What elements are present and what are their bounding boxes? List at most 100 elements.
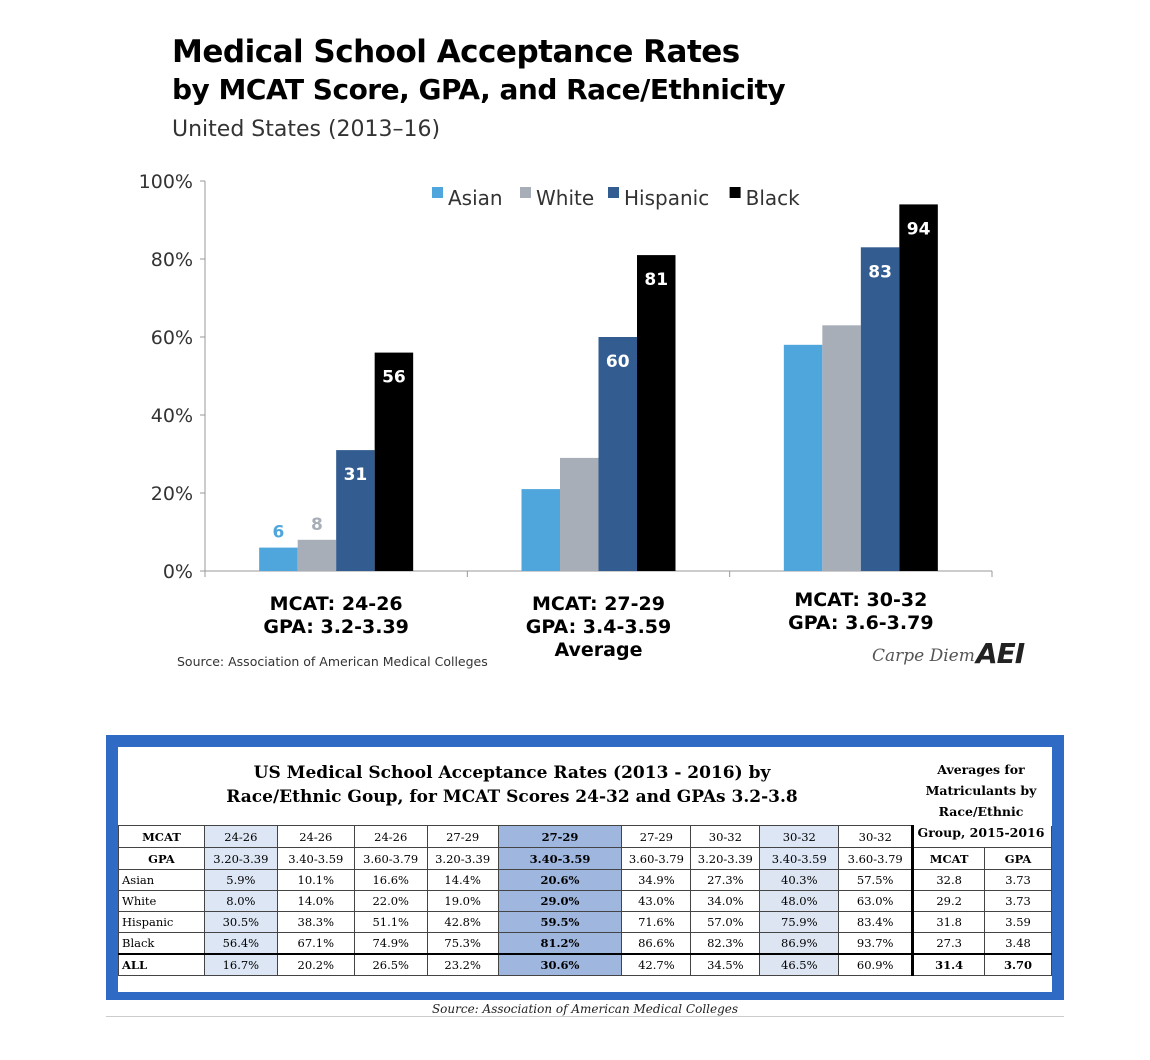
- y-tick-label: 60%: [151, 327, 193, 349]
- chart-title-line-2: by MCAT Score, GPA, and Race/Ethnicity: [172, 73, 786, 106]
- category-label: MCAT: 30-32 GPA: 3.6-3.79: [741, 589, 981, 635]
- avg-cell: 3.59: [984, 911, 1052, 933]
- legend-swatch: [608, 187, 619, 198]
- header-cell: 24-26: [353, 825, 428, 848]
- table-title-line-1: US Medical School Acceptance Rates (2013…: [253, 763, 771, 783]
- data-cell: 30.6%: [497, 953, 623, 976]
- y-tick-label: 0%: [163, 561, 193, 583]
- data-cell: 60.9%: [838, 953, 914, 976]
- category-label-line: Average: [554, 639, 643, 661]
- chart-source: Source: Association of American Medical …: [177, 654, 488, 669]
- legend-swatch: [432, 187, 443, 198]
- bar-white: [822, 325, 861, 571]
- legend-label: Asian: [448, 186, 503, 210]
- data-cell: 59.5%: [497, 911, 623, 933]
- avg-header: MCAT: [911, 847, 986, 870]
- avg-cell: 3.48: [984, 932, 1052, 955]
- header-cell: 3.60-3.79: [621, 847, 692, 870]
- data-cell: 42.7%: [621, 953, 692, 976]
- data-cell: 27.3%: [690, 869, 761, 891]
- bar-hispanic: [860, 247, 900, 572]
- header-cell: 3.20-3.39: [426, 847, 499, 870]
- row-header: MCAT: [118, 825, 205, 848]
- data-cell: 57.5%: [838, 869, 914, 891]
- bar-white: [297, 539, 337, 571]
- table-row: ALL 16.7% 20.2% 26.5% 23.2% 30.6% 42.7% 34.5% 46…: [118, 953, 1052, 976]
- data-cell: 56.4%: [203, 932, 278, 955]
- data-cell: 86.9%: [759, 932, 840, 955]
- averages-title-cell: [911, 825, 1052, 848]
- divider: [106, 1016, 1064, 1017]
- category-label-line: GPA: 3.2-3.39: [263, 616, 409, 638]
- table-row: Hispanic 30.5% 38.3% 51.1% 42.8% 59.5% 71.6% 57…: [118, 911, 1052, 933]
- table-title: US Medical School Acceptance Rates (2013…: [118, 761, 906, 809]
- data-cell: 48.0%: [759, 890, 840, 912]
- header-cell: 3.40-3.59: [759, 847, 840, 870]
- category-label: MCAT: 24-26 GPA: 3.2-3.39: [216, 593, 456, 639]
- header-cell: 27-29: [426, 825, 499, 848]
- data-label: 8: [311, 515, 323, 535]
- data-cell: 20.2%: [276, 953, 355, 976]
- avg-cell: 27.3: [911, 932, 986, 955]
- data-cell: 51.1%: [353, 911, 428, 933]
- chart-subtitle: United States (2013–16): [172, 117, 441, 142]
- header-cell: 3.20-3.39: [203, 847, 278, 870]
- header-cell: 27-29: [621, 825, 692, 848]
- legend-swatch: [520, 187, 531, 198]
- header-cell: 3.60-3.79: [838, 847, 914, 870]
- averages-title-line: Averages for: [937, 762, 1025, 777]
- data-cell: 75.9%: [759, 911, 840, 933]
- header-row-mcat: MCAT 24-26 24-26 24-26 27-29 27-29 27-29 30-32 3…: [118, 825, 1052, 848]
- bar-asian: [259, 547, 298, 571]
- row-header: GPA: [118, 847, 205, 870]
- avg-cell: 31.4: [911, 953, 986, 976]
- brand-name: Carpe Diem: [872, 646, 975, 666]
- header-cell: 3.40-3.59: [497, 847, 623, 870]
- category-label-line: MCAT: 27-29: [532, 593, 665, 615]
- data-cell: 82.3%: [690, 932, 761, 955]
- data-label: 63: [830, 340, 854, 360]
- data-cell: 57.0%: [690, 911, 761, 933]
- data-cell: 20.6%: [497, 869, 623, 891]
- header-cell: 30-32: [690, 825, 761, 848]
- data-label: 83: [868, 262, 892, 282]
- category-label-line: MCAT: 24-26: [269, 593, 403, 615]
- data-cell: 93.7%: [838, 932, 914, 955]
- data-cell: 10.1%: [276, 869, 355, 891]
- legend-swatch: [729, 187, 741, 198]
- data-cell: 16.6%: [353, 869, 428, 891]
- row-label: White: [118, 890, 205, 912]
- data-cell: 42.8%: [426, 911, 499, 933]
- category-label-line: GPA: 3.6-3.79: [788, 612, 934, 634]
- avg-cell: 3.73: [984, 890, 1052, 912]
- y-tick-label: 100%: [139, 171, 193, 193]
- chart-title: Medical School Acceptance Rates: [172, 34, 740, 70]
- data-cell: 63.0%: [838, 890, 914, 912]
- bar-black: [899, 204, 938, 571]
- aei-logo: AEI: [976, 637, 1025, 670]
- row-label: Asian: [118, 869, 205, 891]
- table-source: Source: Association of American Medical …: [431, 1002, 739, 1016]
- data-cell: 26.5%: [353, 953, 428, 976]
- data-cell: 86.6%: [621, 932, 692, 955]
- data-cell: 5.9%: [203, 869, 278, 891]
- avg-cell: 29.2: [911, 890, 986, 912]
- bar-chart: 0% 20% 40% 60% 80% 100% 6 8 31 56 21 29 60 81 58 63 83 94…: [139, 171, 993, 583]
- legend-label: Hispanic: [624, 186, 709, 210]
- bar-hispanic: [598, 337, 637, 571]
- table-row: Asian 5.9% 10.1% 16.6% 14.4% 20.6% 34.9% 27.3% 4…: [118, 869, 1052, 891]
- data-cell: 81.2%: [497, 932, 623, 955]
- data-cell: 74.9%: [353, 932, 428, 955]
- table-frame: US Medical School Acceptance Rates (2013…: [106, 735, 1064, 1000]
- legend-label: White: [536, 186, 594, 210]
- data-cell: 34.0%: [690, 890, 761, 912]
- data-cell: 40.3%: [759, 869, 840, 891]
- averages-title-line: Race/Ethnic: [938, 804, 1024, 819]
- data-cell: 14.4%: [426, 869, 499, 891]
- data-cell: 16.7%: [203, 953, 278, 976]
- category-label: MCAT: 27-29 GPA: 3.4-3.59 Average: [479, 593, 719, 662]
- data-cell: 30.5%: [203, 911, 278, 933]
- data-cell: 43.0%: [621, 890, 692, 912]
- header-cell: 30-32: [759, 825, 840, 848]
- bar-asian: [783, 344, 823, 571]
